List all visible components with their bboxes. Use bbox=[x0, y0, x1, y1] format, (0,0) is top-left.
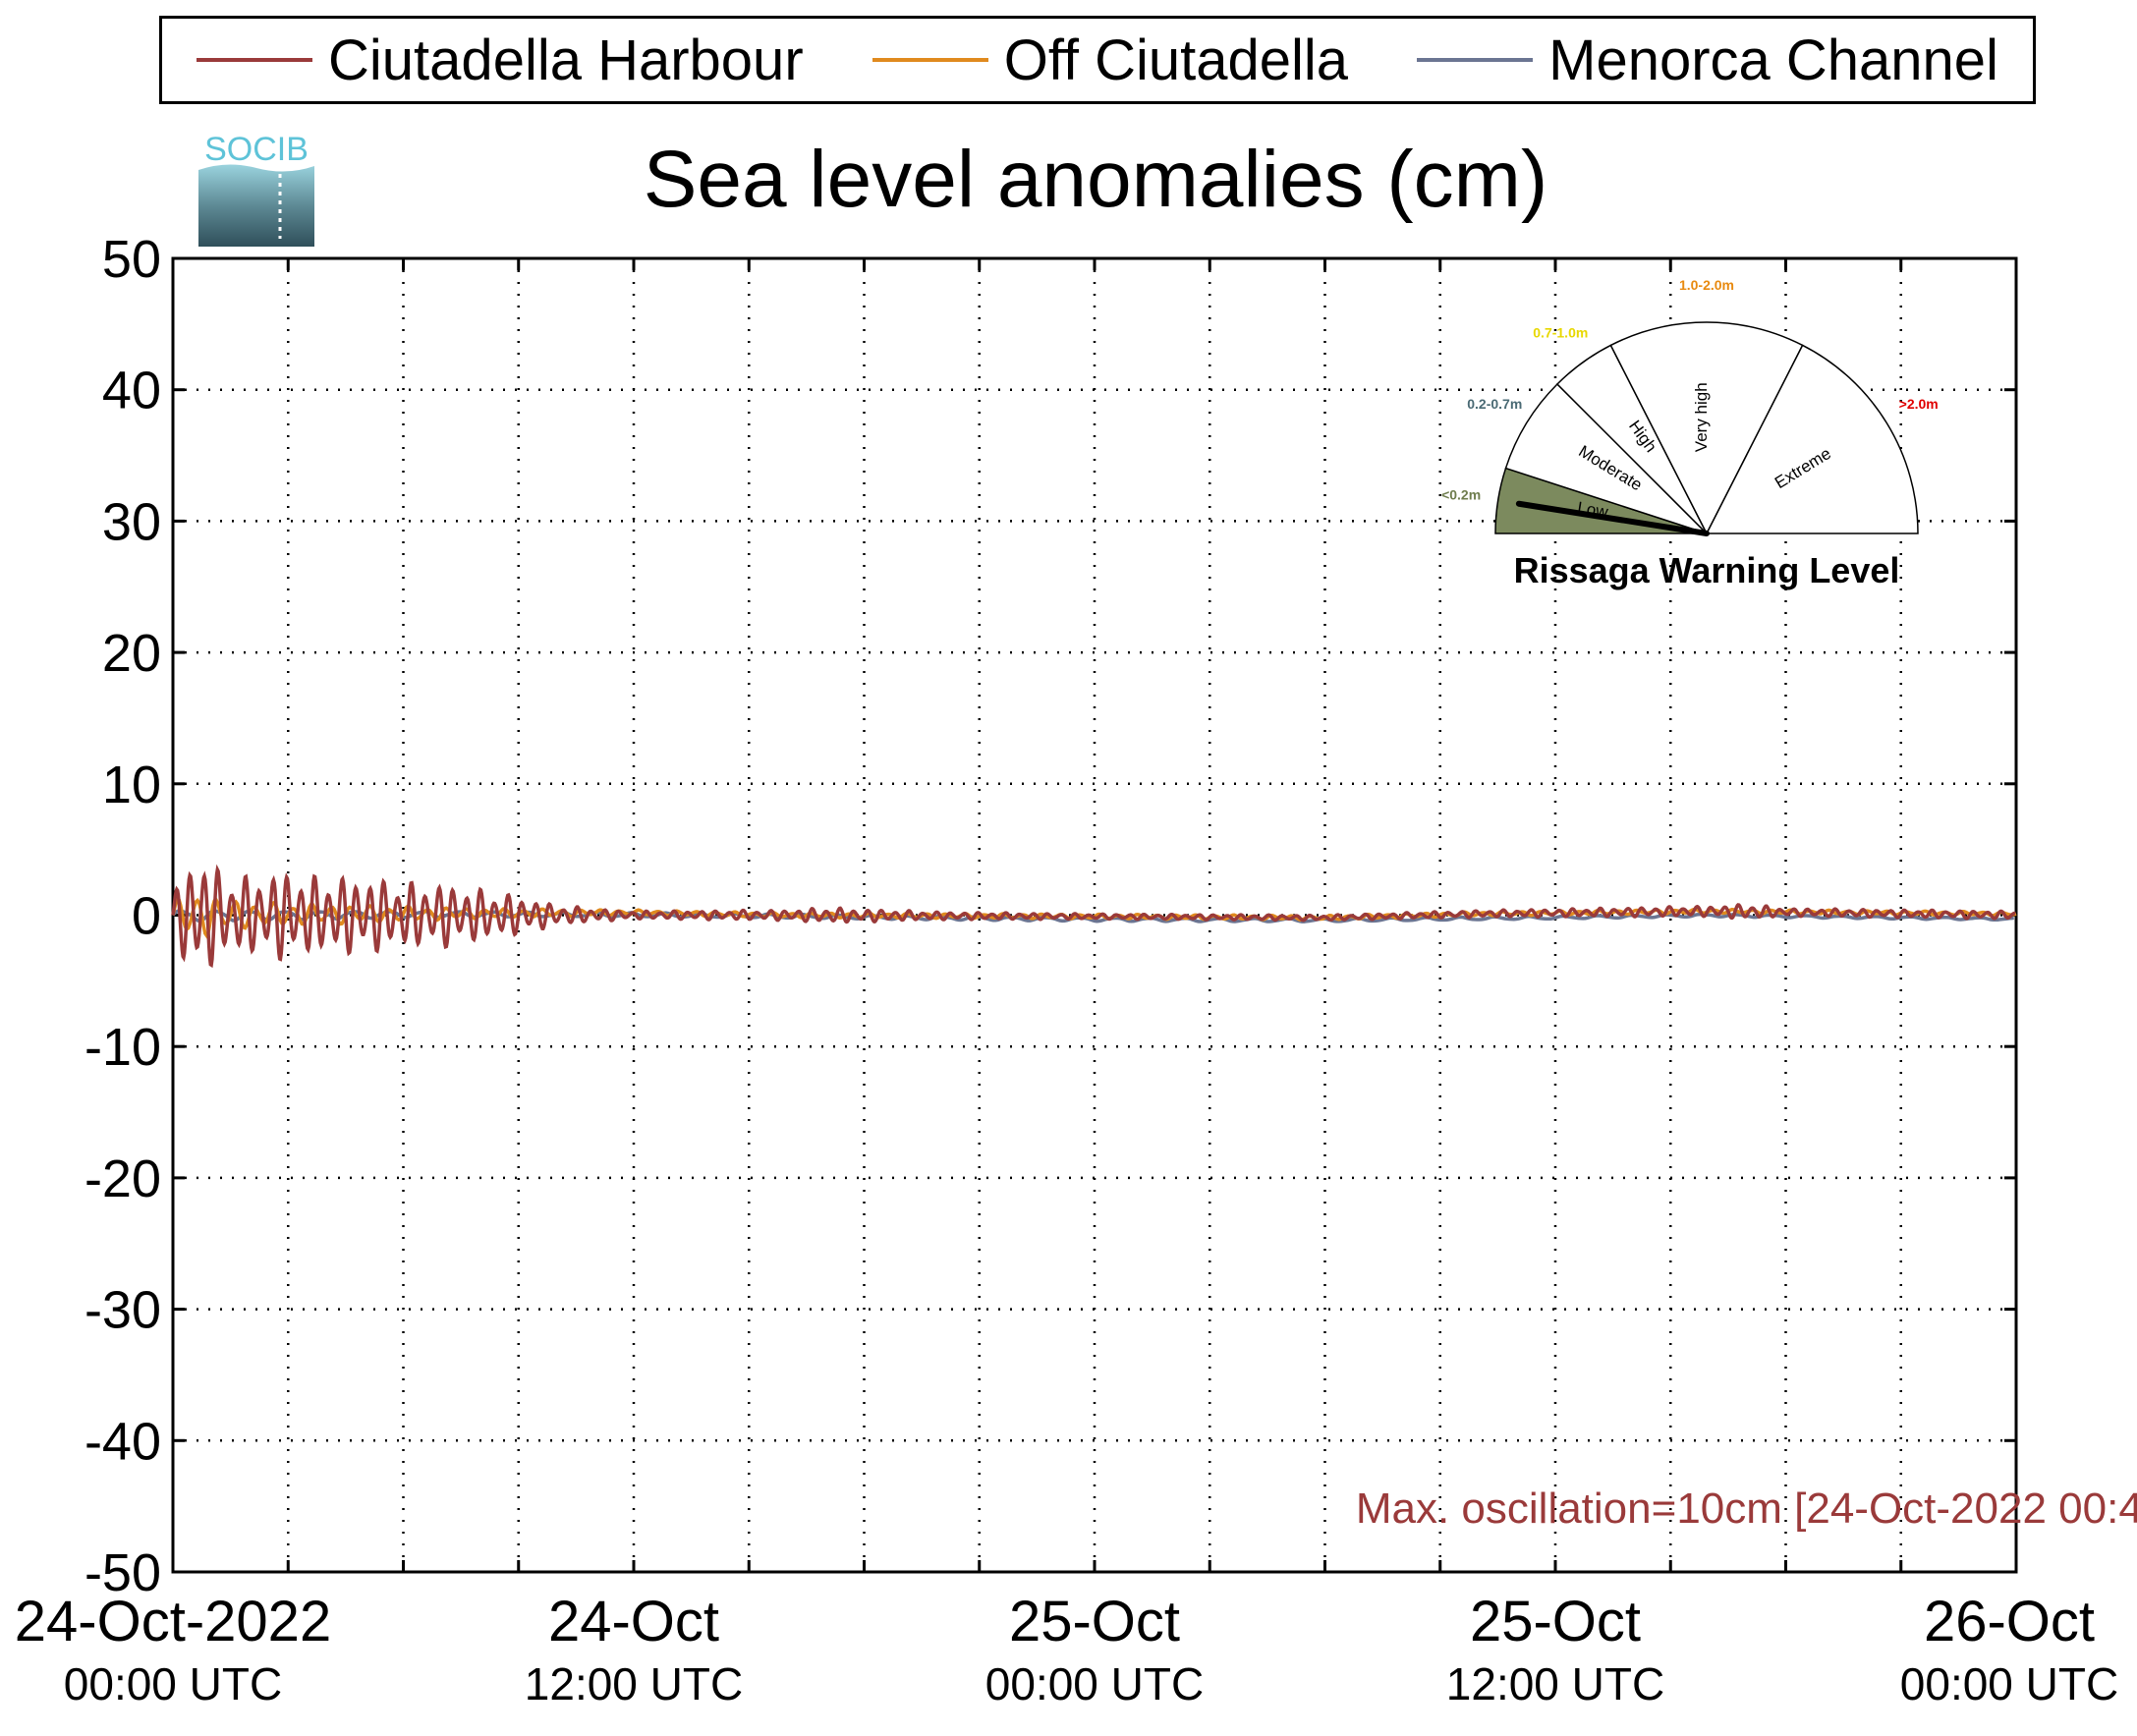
legend-item: Off Ciutadella bbox=[872, 28, 1348, 93]
gauge-range-label: 0.2-0.7m bbox=[1467, 396, 1522, 412]
gauge-sector bbox=[1705, 344, 1919, 534]
chart-title: Sea level anomalies (cm) bbox=[643, 135, 1548, 224]
y-tick-label: 30 bbox=[102, 492, 161, 551]
x-tick-label-date: 25-Oct bbox=[1009, 1590, 1180, 1653]
legend-label: Menorca Channel bbox=[1548, 28, 1998, 92]
gauge-range-label: >2.0m bbox=[1899, 396, 1939, 412]
y-tick-label: -40 bbox=[84, 1412, 161, 1471]
gauge-range-label: 0.7-1.0m bbox=[1533, 324, 1588, 340]
x-tick-label-date: 24-Oct-2022 bbox=[15, 1590, 331, 1653]
gauge-title: Rissaga Warning Level bbox=[1514, 550, 1900, 590]
series-lines bbox=[171, 864, 2017, 969]
gauge-sector bbox=[1609, 321, 1804, 535]
socib-logo-text: SOCIB bbox=[204, 131, 309, 168]
y-tick-label: -10 bbox=[84, 1018, 161, 1077]
x-tick-label-time: 00:00 UTC bbox=[1900, 1658, 2118, 1709]
y-tick-label: 20 bbox=[102, 624, 161, 683]
y-tick-label: 0 bbox=[132, 887, 161, 946]
legend-label: Off Ciutadella bbox=[1003, 28, 1349, 92]
legend-item: Ciutadella Harbour bbox=[197, 28, 804, 93]
y-tick-label: -30 bbox=[84, 1281, 161, 1340]
gauge-range-label: <0.2m bbox=[1441, 486, 1481, 502]
gauge-sector-label: Very high bbox=[1692, 382, 1711, 452]
x-tick-label-time: 12:00 UTC bbox=[1446, 1658, 1664, 1709]
legend: Ciutadella Harbour Off Ciutadella Menorca … bbox=[159, 16, 2036, 104]
socib-logo: SOCIB bbox=[197, 131, 316, 247]
x-tick-label-time: 00:00 UTC bbox=[985, 1658, 1204, 1709]
socib-logo-graphic: SOCIB bbox=[198, 131, 314, 247]
max-oscillation-annotation: Max. oscillation=10cm [24-Oct-2022 00:41… bbox=[1356, 1484, 2137, 1533]
gauge-sector bbox=[1504, 382, 1708, 534]
y-tick-label: -20 bbox=[84, 1149, 161, 1208]
x-tick-label-time: 00:00 UTC bbox=[64, 1658, 282, 1709]
gauge-range-label: 1.0-2.0m bbox=[1679, 277, 1734, 293]
legend-item: Menorca Channel bbox=[1417, 28, 1998, 93]
legend-swatch bbox=[197, 58, 313, 62]
y-tick-label: -50 bbox=[84, 1543, 161, 1602]
x-tick-label-date: 26-Oct bbox=[1924, 1590, 2095, 1653]
y-tick-label: 40 bbox=[102, 362, 161, 420]
x-tick-label-date: 24-Oct bbox=[548, 1590, 719, 1653]
series-line-ciutadella-harbour bbox=[171, 864, 2016, 969]
x-tick-label-date: 25-Oct bbox=[1470, 1590, 1641, 1653]
legend-swatch bbox=[872, 58, 988, 62]
gauge-needle bbox=[1515, 500, 1710, 536]
rissaga-warning-gauge: Low<0.2mModerate0.2-0.7mHigh0.7-1.0mVery… bbox=[1441, 277, 1939, 590]
legend-label: Ciutadella Harbour bbox=[328, 28, 804, 92]
y-tick-label: 50 bbox=[102, 230, 161, 289]
x-tick-label-time: 12:00 UTC bbox=[525, 1658, 743, 1709]
y-tick-label: 10 bbox=[102, 756, 161, 814]
y-axis: -50 -40 -30 -20 -10 0 10 20 30 40 50 bbox=[84, 230, 2016, 1602]
legend-swatch bbox=[1417, 58, 1534, 62]
